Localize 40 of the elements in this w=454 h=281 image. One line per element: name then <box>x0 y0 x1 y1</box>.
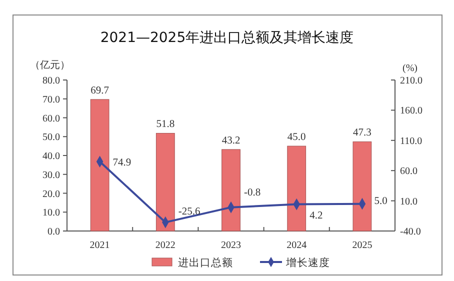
data-label: -25.6 <box>178 206 200 218</box>
y-tick-label: 0.0 <box>48 226 60 238</box>
bar <box>352 141 372 232</box>
y-tick-label: 50.0 <box>42 132 60 144</box>
x-tick-label: 2025 <box>352 240 372 251</box>
data-label: 47.3 <box>353 128 372 139</box>
data-label: 5.0 <box>374 196 388 207</box>
y-axis-title: （亿元） <box>30 60 70 71</box>
y2-tick-label: 60.0 <box>400 166 418 178</box>
data-label: 51.8 <box>156 119 175 130</box>
chart-title: 2021—2025年进出口总额及其增长速度 <box>100 30 354 46</box>
y-tick-label: 60.0 <box>42 113 60 124</box>
y-tick-label: 30.0 <box>42 170 60 181</box>
data-label: -0.8 <box>244 187 261 198</box>
y2-axis-title: (%) <box>402 63 418 74</box>
x-tick-label: 2023 <box>221 240 241 251</box>
y2-tick-label: 110.0 <box>400 136 422 147</box>
y2-tick-label: -40.0 <box>400 226 421 238</box>
legend-label: 进出口总额 <box>178 256 233 269</box>
bar <box>222 149 240 232</box>
data-label: 4.2 <box>310 210 323 222</box>
data-label: 43.2 <box>222 135 240 146</box>
data-label: 45.0 <box>287 132 306 144</box>
bar <box>90 99 110 232</box>
x-tick-label: 2021 <box>90 240 110 251</box>
legend-label: 增长速度 <box>285 256 330 269</box>
y-tick-label: 10.0 <box>42 208 60 219</box>
x-tick-label: 2024 <box>286 240 307 251</box>
y-tick-label: 80.0 <box>42 76 60 86</box>
y2-tick-label: 160.0 <box>400 106 422 117</box>
bar <box>156 132 175 232</box>
bar <box>287 146 306 232</box>
y2-tick-label: 10.0 <box>400 196 418 208</box>
y-tick-label: 20.0 <box>42 188 60 200</box>
data-label: 69.7 <box>90 85 109 96</box>
x-tick-label: 2022 <box>155 240 176 251</box>
y-tick-label: 70.0 <box>42 94 60 106</box>
y-tick-label: 40.0 <box>42 151 60 162</box>
y2-tick-label: 210.0 <box>400 76 422 86</box>
data-label: 74.9 <box>112 158 132 169</box>
